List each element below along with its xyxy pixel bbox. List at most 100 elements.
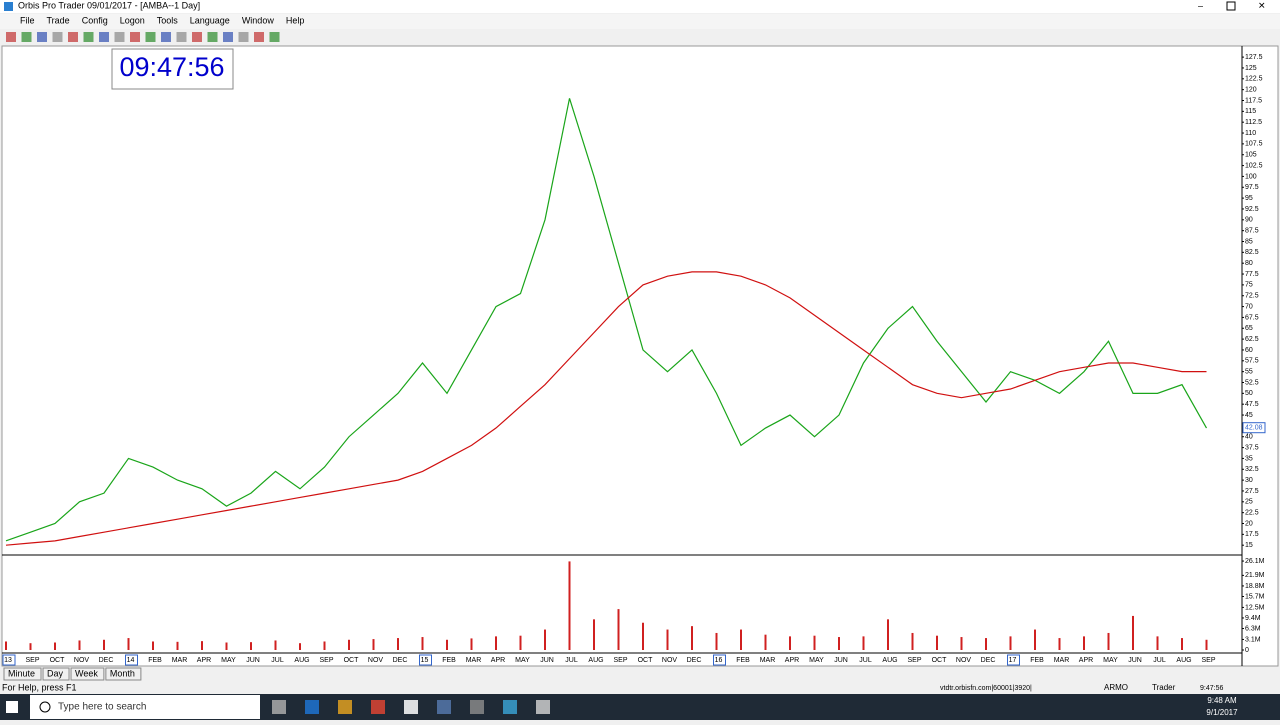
tool-button[interactable] [68, 32, 78, 42]
y-tick-label: 52.5 [1245, 379, 1259, 386]
taskbar-app[interactable] [437, 700, 451, 714]
volume-bar [887, 619, 889, 650]
y-tick-label: 115 [1245, 108, 1256, 115]
start-button[interactable] [6, 701, 18, 713]
y-tick-label: 102.5 [1245, 162, 1263, 169]
timeframe-tab[interactable]: Week [75, 668, 98, 678]
x-tick-label: JUL [271, 657, 284, 664]
tool-button[interactable] [37, 32, 47, 42]
tab-outline[interactable] [70, 667, 105, 681]
y-tick-label: 57.5 [1245, 358, 1259, 365]
menu-item[interactable]: Tools [157, 15, 179, 25]
x-tick-label: JUN [540, 657, 554, 664]
tool-button[interactable] [145, 32, 156, 42]
taskbar-app[interactable] [272, 700, 286, 714]
x-tick-label: AUG [882, 657, 897, 664]
volume-bar [568, 561, 571, 650]
tool-button[interactable] [254, 32, 264, 42]
y-tick-label: 97.5 [1245, 184, 1259, 191]
volume-bar [911, 632, 914, 650]
volume-bar [103, 639, 105, 650]
x-tick-label: JUL [1153, 657, 1166, 664]
taskbar-app[interactable] [305, 700, 319, 714]
y-tick-label: 40 [1245, 434, 1253, 441]
y-tick-label: 107.5 [1245, 141, 1263, 148]
tab-outline[interactable] [105, 667, 142, 681]
volume-tick-label: 9.4M [1245, 615, 1261, 622]
tool-button[interactable] [238, 32, 249, 42]
menu-item[interactable]: File [20, 15, 35, 25]
maximize[interactable] [1226, 1, 1236, 11]
menu-item[interactable]: Help [286, 15, 305, 25]
tool-button[interactable] [269, 32, 280, 42]
y-tick-label: 15 [1245, 542, 1253, 549]
volume-tick-label: 15.7M [1245, 593, 1265, 600]
tool-button[interactable] [130, 32, 140, 42]
volume-bar [176, 641, 179, 650]
volume-bar [397, 638, 399, 650]
y-tick-label: 90 [1245, 217, 1253, 224]
menu-item[interactable]: Trade [47, 15, 70, 25]
search-box[interactable] [30, 695, 260, 719]
tool-button[interactable] [99, 32, 109, 42]
x-tick-label: MAY [809, 657, 824, 664]
volume-bar [1009, 636, 1012, 650]
tool-button[interactable] [207, 32, 218, 42]
y-tick-label: 120 [1245, 86, 1257, 93]
x-tick-label: APR [1079, 657, 1093, 664]
menu-item[interactable]: Window [242, 15, 275, 25]
tool-button[interactable] [21, 32, 32, 42]
timeframe-tab[interactable]: Day [47, 668, 64, 678]
y-tick-label: 127.5 [1245, 54, 1263, 61]
y-tick-label: 50 [1245, 390, 1253, 397]
y-tick-label: 32.5 [1245, 466, 1259, 473]
taskbar-app[interactable] [338, 700, 352, 714]
volume-bar [593, 619, 595, 650]
volume-bar [78, 640, 81, 650]
x-tick-label: FEB [1030, 657, 1044, 664]
volume-bar [1034, 629, 1036, 650]
tool-button[interactable] [52, 32, 63, 42]
taskbar-app[interactable] [404, 700, 418, 714]
x-tick-label: SEP [25, 657, 39, 664]
taskbar-app[interactable] [536, 700, 550, 714]
volume-bar [29, 643, 32, 650]
volume-tick-label: 18.8M [1245, 583, 1265, 590]
x-tick-label: SEP [613, 657, 627, 664]
volume-bar [250, 642, 252, 650]
menu-item[interactable]: Logon [120, 15, 145, 25]
y-tick-label: 72.5 [1245, 293, 1259, 300]
volume-bar [764, 634, 767, 650]
volume-bar [617, 609, 620, 650]
tool-button[interactable] [176, 32, 187, 42]
x-tick-label: SEP [907, 657, 921, 664]
y-tick-label: 87.5 [1245, 227, 1259, 234]
tool-button[interactable] [114, 32, 125, 42]
tool-button[interactable] [6, 32, 16, 42]
y-tick-label: 67.5 [1245, 314, 1259, 321]
tab-outline[interactable] [3, 667, 42, 681]
taskbar-app[interactable] [503, 700, 517, 714]
timeframe-tab[interactable]: Month [110, 668, 135, 678]
volume-bar [372, 639, 375, 650]
close[interactable]: ✕ [1258, 0, 1266, 10]
volume-bar [323, 641, 326, 650]
last-price-box [1242, 422, 1266, 434]
taskbar-app[interactable] [470, 700, 484, 714]
tab-outline[interactable] [42, 667, 70, 681]
volume-bar [519, 635, 522, 650]
tool-button[interactable] [161, 32, 171, 42]
tool-button[interactable] [192, 32, 202, 42]
menu-item[interactable]: Language [190, 15, 230, 25]
y-tick-label: 77.5 [1245, 271, 1259, 278]
tool-button[interactable] [83, 32, 94, 42]
tool-button[interactable] [223, 32, 233, 42]
menu-item[interactable]: Config [82, 15, 108, 25]
minimize[interactable]: – [1198, 0, 1203, 10]
timeframe-tab[interactable]: Minute [8, 668, 35, 678]
taskbar-app[interactable] [371, 700, 385, 714]
volume-bar [348, 639, 350, 650]
y-tick-label: 47.5 [1245, 401, 1259, 408]
y-tick-label: 60 [1245, 347, 1253, 354]
x-tick-label: AUG [1176, 657, 1191, 664]
